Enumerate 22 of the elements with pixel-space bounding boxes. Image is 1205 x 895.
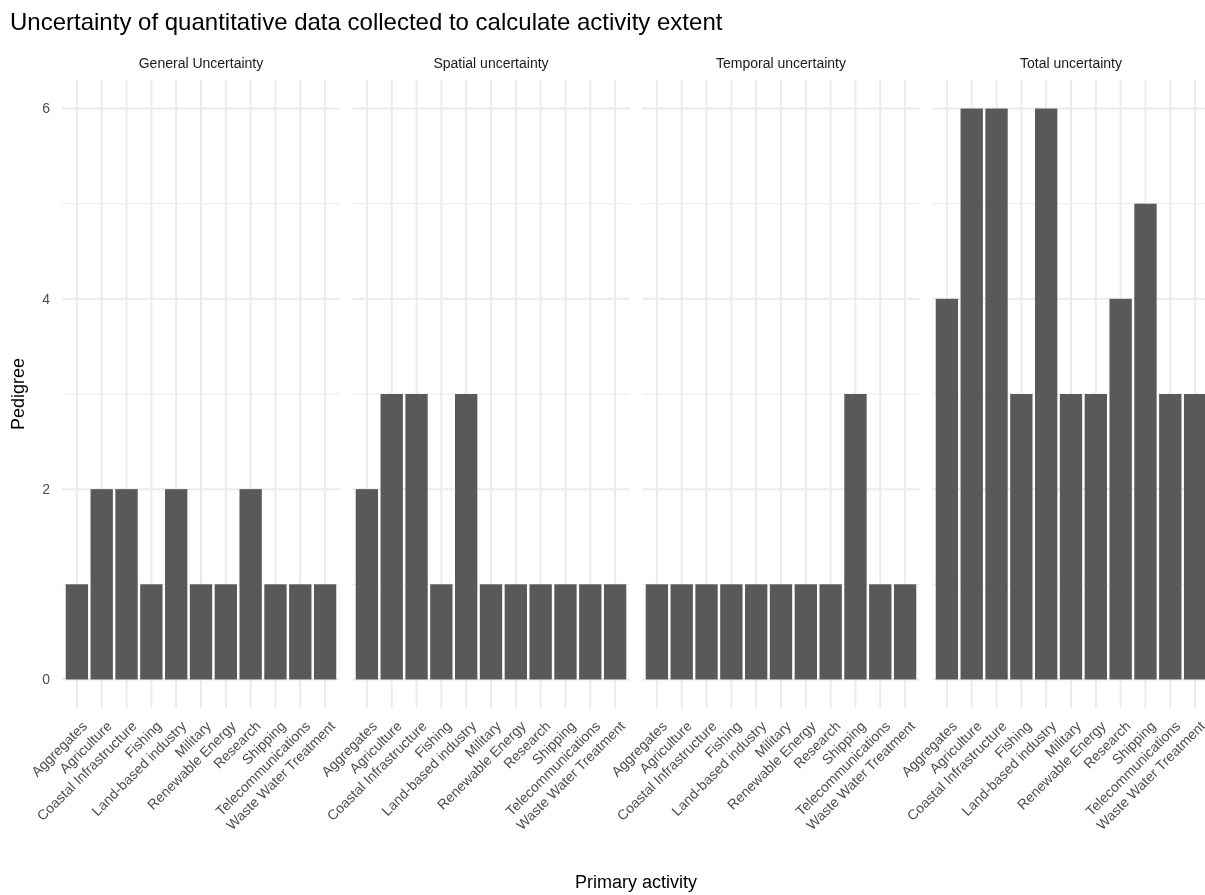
- bar: [985, 108, 1008, 680]
- bar: [1059, 394, 1083, 680]
- bar: [1035, 108, 1058, 680]
- bar: [1084, 394, 1107, 680]
- chart-subtitle: Spatial uncertainty: [433, 55, 549, 71]
- bar: [1159, 394, 1182, 680]
- chart-title: Uncertainty of quantitative data collected to calculate activity extent: [10, 8, 723, 35]
- y-axis-title: Pedigree: [8, 357, 28, 431]
- y-tick-label: 6: [42, 100, 51, 117]
- bar: [1109, 298, 1132, 680]
- chart-subtitle: Temporal uncertainty: [716, 55, 846, 71]
- bar: [1183, 394, 1205, 680]
- y-tick-label: 0: [42, 671, 51, 688]
- chart-subtitle: Total uncertainty: [1020, 55, 1122, 71]
- y-tick-label: 4: [42, 290, 51, 307]
- y-tick-label: 2: [42, 481, 51, 498]
- x-axis-title: Primary activity: [574, 872, 698, 892]
- bar: [1134, 203, 1157, 680]
- bar: [960, 108, 983, 680]
- bar: [935, 298, 959, 680]
- bar: [1010, 394, 1033, 680]
- chart-subtitle: General Uncertainty: [138, 55, 264, 71]
